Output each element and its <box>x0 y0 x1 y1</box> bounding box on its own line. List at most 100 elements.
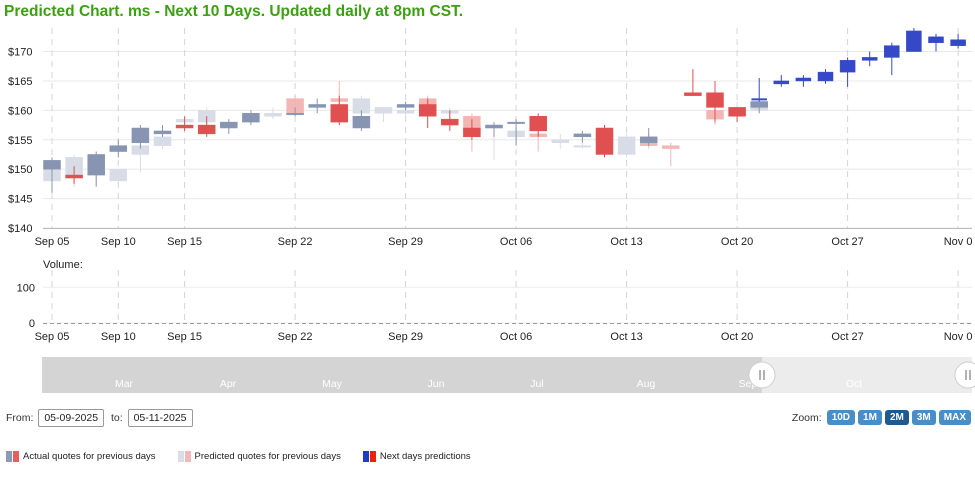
actual-candle <box>308 104 326 108</box>
volume-tick-label: 0 <box>29 318 35 330</box>
actual-candle <box>43 160 61 170</box>
forecast-candle <box>773 80 790 85</box>
handle-knob <box>748 361 776 389</box>
actual-candle <box>396 104 415 108</box>
legend-actual-swatch-up <box>6 451 12 462</box>
date-tick-label: Sep 22 <box>278 236 313 248</box>
date-tick-label: Sep 05 <box>35 236 70 248</box>
predicted-candle <box>264 113 282 117</box>
handle-knob <box>954 361 975 389</box>
legend-forecast-swatch-down <box>369 451 376 462</box>
zoom-3m-button[interactable]: 3M <box>911 410 936 425</box>
legend-predicted-swatch-up <box>177 451 184 462</box>
actual-candle <box>220 121 238 129</box>
predicted-candle <box>617 136 636 155</box>
date-tick-label: Oct 27 <box>831 236 863 248</box>
predicted-candle <box>153 136 172 146</box>
from-label: From: <box>6 412 34 424</box>
predicted-candle <box>551 139 570 143</box>
navigator-month-label: Oct <box>846 378 862 390</box>
to-label: to: <box>110 412 123 424</box>
legend-actual-label: Actual quotes for previous days <box>23 451 156 462</box>
date-tick-label: Oct 06 <box>500 236 532 248</box>
zoom-max-button[interactable]: MAX <box>938 410 971 425</box>
volume-date-tick-label: Sep 15 <box>167 331 202 343</box>
price-axis: $140 $145 $150 $155 $160 $165 $170 <box>8 47 32 235</box>
price-tick-label: $145 <box>8 194 32 206</box>
actual-candle <box>684 92 702 96</box>
forecast-candle <box>839 60 856 73</box>
volume-date-tick-label: Oct 20 <box>721 331 753 343</box>
forecast-candle <box>928 36 944 43</box>
date-tick-label: Sep 10 <box>101 236 136 248</box>
navigator-month-label: Mar <box>115 378 134 390</box>
navigator-month-label: Aug <box>637 378 656 390</box>
actual-candle <box>418 104 437 117</box>
actual-candle <box>639 136 658 143</box>
date-tick-label: Sep 29 <box>388 236 423 248</box>
actual-candle <box>131 127 150 143</box>
actual-candle <box>595 127 614 155</box>
actual-candle <box>286 113 304 116</box>
date-tick-label: Sep 15 <box>167 236 202 248</box>
legend-predicted-swatch-down <box>184 451 191 462</box>
legend-predicted[interactable]: Predicted quotes for previous days <box>177 451 341 462</box>
actual-candle <box>750 101 768 108</box>
forecast-candle <box>861 57 878 61</box>
predicted-candle <box>662 145 680 149</box>
volume-date-tick-label: Oct 27 <box>831 331 863 343</box>
forecast-candle <box>795 77 812 82</box>
forecast-candle <box>906 30 922 52</box>
actual-candle <box>242 113 260 123</box>
from-date-input[interactable]: 05-09-2025 <box>38 409 105 427</box>
volume-label: Volume: <box>43 259 83 271</box>
zoom-label: Zoom: <box>791 411 822 424</box>
navigator-right-handle[interactable] <box>954 361 975 389</box>
legend-actual-swatch-down <box>13 451 19 462</box>
forecast-candle <box>950 39 966 46</box>
zoom-controls: Zoom: 10D 1M 2M 3M MAX <box>792 410 971 425</box>
forecast-candle <box>884 45 900 58</box>
date-tick-label: Oct 13 <box>610 236 642 248</box>
date-tick-label: Oct 20 <box>721 236 753 248</box>
actual-candle <box>706 92 724 108</box>
forecast-candle <box>751 98 767 101</box>
zoom-1m-button[interactable]: 1M <box>858 410 882 425</box>
to-date-input[interactable]: 05-11-2025 <box>127 409 193 427</box>
volume-panel: Volume: 0 100 <box>17 259 972 330</box>
actual-candle <box>330 104 349 123</box>
actual-candle <box>175 124 194 129</box>
actual-candle <box>463 127 481 138</box>
legend-forecast[interactable]: Next days predictions <box>362 451 471 462</box>
chart-title: Predicted Chart. ms - Next 10 Days. Upda… <box>4 3 464 20</box>
zoom-10d-button[interactable]: 10D <box>826 410 856 425</box>
price-tick-label: $170 <box>8 47 32 59</box>
actual-candle <box>573 133 592 138</box>
predicted-candle <box>109 168 128 182</box>
predicted-candle <box>396 110 415 114</box>
actual-candle <box>352 115 371 129</box>
actual-candle <box>153 130 172 135</box>
legend-predicted-label: Predicted quotes for previous days <box>194 451 341 462</box>
actual-candle <box>728 107 746 117</box>
price-tick-label: $140 <box>8 223 32 235</box>
volume-date-tick-label: Nov 0 <box>944 331 973 343</box>
date-tick-label: Nov 0 <box>944 236 973 248</box>
legend-forecast-label: Next days predictions <box>379 451 471 462</box>
volume-date-tick-label: Sep 10 <box>101 331 136 343</box>
navigator-month-label: Jul <box>530 378 543 390</box>
zoom-2m-button[interactable]: 2M <box>884 410 909 425</box>
predicted-candle <box>374 107 393 114</box>
actual-candle <box>485 124 503 129</box>
predicted-candle <box>573 145 592 148</box>
navigator-selection <box>762 357 972 393</box>
candlesticks <box>43 28 966 193</box>
legend-actual[interactable]: Actual quotes for previous days <box>6 451 156 462</box>
navigator-left-handle[interactable] <box>748 361 776 389</box>
navigator[interactable]: Mar Apr May Jun Jul Aug Sep Oct <box>42 357 975 393</box>
actual-candle <box>529 115 547 132</box>
price-tick-label: $150 <box>8 164 32 176</box>
navigator-month-label: Jun <box>428 378 445 390</box>
volume-date-tick-label: Sep 29 <box>388 331 423 343</box>
